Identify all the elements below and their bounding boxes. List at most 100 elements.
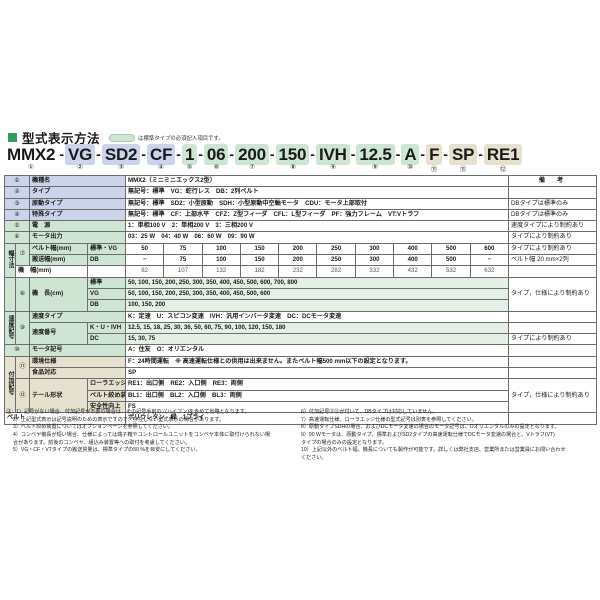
row-index: ④	[4, 208, 30, 222]
code-separator: -	[176, 146, 181, 162]
row-value: 無記号：標準 CF：上部水平 CFZ：Z型フィーダ CFL：L型フィーダ PF：…	[125, 208, 509, 222]
code-separator: -	[350, 146, 356, 162]
model-code-token-1[interactable]: 1	[181, 143, 198, 165]
belt-width-value: 250	[316, 242, 356, 256]
row-note: ベルト幅 20 mm×2列	[508, 254, 597, 267]
row-sublabel: VG	[87, 287, 126, 301]
group-label-width: 幅寸法	[4, 242, 16, 278]
row-value: 12.5, 15, 18, 25, 30, 36, 50, 60, 75, 90…	[125, 321, 509, 335]
row-label: 速度番号	[29, 321, 88, 346]
conveying-width-value: 75	[163, 254, 203, 267]
row-value: 03：25 W 04：40 W 06：60 W 09：90 W	[125, 231, 509, 244]
conveying-width-value: 200	[278, 254, 318, 267]
row-label: テール形状	[29, 378, 88, 414]
model-code-token-150[interactable]: 150	[275, 143, 310, 165]
row-label: 速度タイプ	[29, 310, 126, 323]
row-label: 環境仕様	[29, 355, 126, 369]
belt-width-value: 500	[431, 242, 471, 256]
footnote-line: 9）90 Wモータは、原動タイプ、標準およびSD2タイプの高速運転仕様でDCモー…	[301, 431, 555, 438]
row-label: モータ出力	[29, 231, 126, 244]
model-code-token-f[interactable]: F	[426, 143, 443, 165]
row-value: 無記号：標準 SD2：小型原動 SDH：小型原動中空軸モータ CDU：モータ上部…	[125, 197, 509, 210]
model-code-token-ivh[interactable]: IVH	[315, 143, 350, 165]
belt-width-value: 300	[354, 242, 395, 256]
model-code-token-cf[interactable]: CF	[147, 143, 176, 165]
code-separator: -	[478, 146, 483, 162]
table-row: DC 15, 30, 75 タイプにより制約あり	[5, 333, 597, 346]
belt-width-value: 50	[124, 242, 165, 256]
machine-width-value: 532	[431, 265, 471, 278]
belt-width-value: 600	[469, 242, 510, 256]
belt-width-value: 400	[393, 242, 433, 256]
table-row: ベルト ポリウレタン 緑 1プライ	[4, 412, 597, 425]
code-index-⑪: ⑪	[430, 166, 438, 173]
table-row: ⑤ 電 源 1：単相100 V 2：単相200 V 3：三相200 V 速度タイ…	[4, 220, 597, 233]
footnotes: 注：1）記号がない場合、付加記号が不要の場合は、その記号手前の'-'(ハイフン)…	[6, 409, 594, 462]
model-code-token-06[interactable]: 06	[203, 143, 229, 165]
machine-width-value: 107	[163, 265, 203, 278]
row-index: ⑪	[15, 355, 30, 380]
model-code-token-sp[interactable]: SP	[448, 143, 478, 165]
model-code-row: MMX2- VG - SD2- CF -1-06-200-150- IVH -12.5- A - F…	[4, 143, 596, 165]
row-note: タイプにより制約あり	[508, 333, 597, 346]
conveying-width-value: 300	[354, 254, 395, 267]
belt-width-value: 75	[163, 242, 203, 256]
table-row: ⑥ モータ出力 03：25 W 04：40 W 06：60 W 09：90 W …	[4, 231, 597, 244]
green-square-icon	[8, 133, 17, 142]
table-row: 機 幅(mm) 82 107 132 182 232 282 332 432 5…	[5, 265, 597, 278]
row-label: タイプ	[29, 186, 126, 199]
table-row: ③ 原動タイプ 無記号：標準 SD2：小型原動 SDH：小型原動中空軸モータ C…	[4, 197, 597, 210]
row-index: ⑫	[15, 378, 30, 414]
footnote-line: 5）VG・CF・VTタイプの搬送質量は、標準タイプの50 %を目安にしてください…	[13, 447, 201, 454]
code-separator: -	[229, 146, 235, 162]
footnote-line: ください。	[301, 454, 327, 461]
row-value: 15, 30, 75	[125, 333, 509, 346]
machine-width-value: 182	[239, 265, 280, 278]
row-sublabel: DB	[87, 299, 126, 312]
table-row: ① 機種名 MMX2（ミニミニエックス2型） 備 考	[4, 174, 597, 188]
table-row: DB 100, 150, 200	[5, 299, 597, 312]
model-code-token-vg[interactable]: VG	[65, 143, 96, 165]
code-index-⑨: ⑨	[372, 164, 378, 171]
row-index: ⑧	[15, 276, 30, 312]
row-sublabel: 標準・VG	[87, 242, 126, 256]
belt-width-value: 100	[201, 242, 241, 256]
conveying-width-value: −	[124, 254, 165, 267]
row-note	[508, 355, 597, 369]
code-index-⑪: ⑪	[459, 166, 467, 173]
row-note: タイプ，仕様により制約あり	[508, 276, 597, 312]
model-code-token-sd2[interactable]: SD2	[101, 143, 141, 165]
row-label: ベルト幅(mm)	[29, 242, 88, 256]
row-value: MMX2（ミニミニエックス2型）	[125, 174, 509, 188]
row-index: ③	[4, 197, 30, 210]
legend-chip-icon	[109, 133, 136, 142]
row-sublabel: ベルト絞め装置	[87, 389, 126, 402]
row-index: ⑤	[4, 220, 30, 233]
model-code-token-re1[interactable]: RE1	[483, 143, 523, 165]
footnote-line: 3）ベルト絞め装置についてはオプションページを参照してください。	[13, 424, 174, 431]
model-code-token-200[interactable]: 200	[235, 143, 269, 165]
section-heading: 型式表示方法 は標準タイプの必須記入項目です。	[8, 128, 224, 147]
row-index: ⑨	[15, 310, 30, 346]
model-code-token-mmx2[interactable]: MMX2	[7, 144, 56, 164]
machine-width-value: 332	[354, 265, 395, 278]
row-label: 食品対応	[29, 367, 126, 380]
code-separator: -	[269, 146, 275, 162]
code-index-⑫: ⑫	[499, 166, 507, 173]
model-code-token-a[interactable]: A	[401, 143, 420, 165]
code-index-⑨: ⑨	[330, 164, 336, 171]
code-separator: -	[59, 146, 64, 162]
code-separator: -	[310, 146, 315, 162]
legend: は標準タイプの必須記入項目です。	[109, 133, 224, 142]
machine-width-value: 82	[124, 265, 165, 278]
row-value: A：住友 O：オリエンタル	[125, 344, 509, 357]
model-code-token-12-5[interactable]: 12.5	[356, 143, 395, 165]
footnote-line: 2）上記型式表示は記号説明のための表示ですので、存在しない型式表示の場合がありま…	[13, 416, 224, 423]
row-index: ⑦	[15, 242, 30, 267]
row-index: ②	[4, 186, 30, 199]
legend-label: は標準タイプの必須記入項目です。	[138, 135, 224, 142]
table-row: 速度番号 K・U・IVH 12.5, 15, 18, 25, 30, 36, 5…	[5, 321, 597, 346]
conveying-width-value: 400	[393, 254, 433, 267]
group-spacer	[4, 276, 16, 312]
conveying-width-value: 150	[239, 254, 280, 267]
